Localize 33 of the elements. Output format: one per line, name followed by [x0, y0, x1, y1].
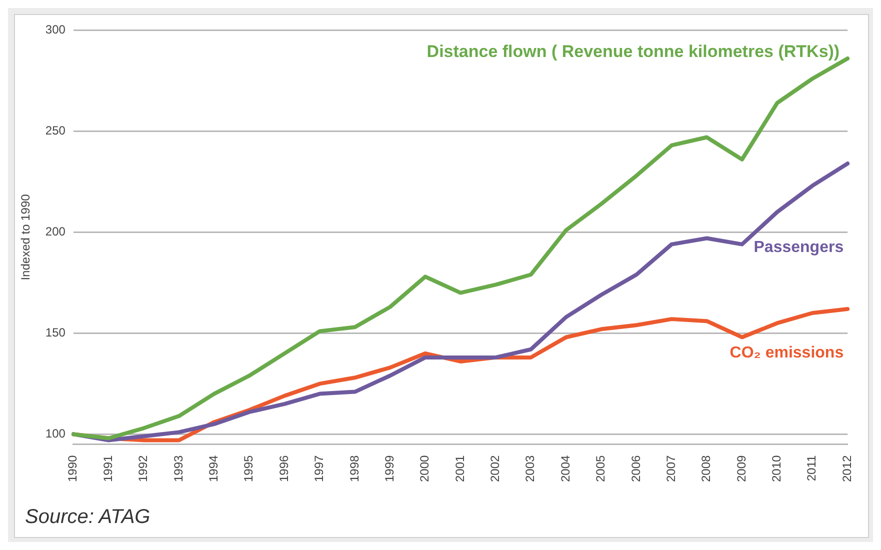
x-tick-label: 2011: [804, 454, 819, 482]
y-tick-label: 200: [45, 224, 66, 239]
y-tick-label: 300: [45, 22, 66, 37]
x-tick-label: 2004: [558, 454, 572, 482]
x-tick-label: 1996: [276, 454, 291, 482]
x-tick-label: 2002: [488, 454, 502, 482]
x-tick-label: 2008: [699, 454, 714, 482]
x-tick-label: 1994: [206, 454, 220, 482]
y-tick-label: 150: [45, 326, 66, 340]
x-tick-label: 2006: [628, 454, 643, 482]
x-tick-label: 2000: [418, 454, 432, 482]
x-tick-label: 2010: [770, 454, 784, 482]
series-label: Passengers: [754, 238, 844, 256]
x-tick-label: 2003: [523, 454, 538, 482]
source-note: Source: ATAG: [25, 506, 150, 529]
x-tick-label: 1992: [136, 454, 150, 482]
x-tick-label: 2007: [664, 454, 678, 482]
x-tick-label: 1991: [100, 454, 115, 482]
x-tick-label: 1999: [382, 454, 396, 482]
y-tick-label: 100: [45, 426, 66, 441]
series-label: Distance flown ( Revenue tonne kilometres (RTKs)): [426, 42, 840, 61]
x-tick-label: 1993: [171, 454, 186, 482]
x-tick-label: 1998: [347, 454, 362, 482]
x-tick-label: 2009: [734, 454, 748, 482]
x-tick-label: 1995: [242, 454, 256, 482]
y-axis-title: Indexed to 1990: [18, 194, 33, 280]
x-tick-label: 2005: [594, 454, 608, 482]
y-tick-label: 250: [45, 124, 66, 138]
x-tick-label: 2012: [840, 454, 854, 482]
series-label: CO₂ emissions: [730, 344, 844, 362]
x-tick-label: 1997: [312, 454, 326, 482]
x-tick-label: 2001: [452, 454, 467, 482]
x-tick-label: 1990: [66, 454, 80, 482]
